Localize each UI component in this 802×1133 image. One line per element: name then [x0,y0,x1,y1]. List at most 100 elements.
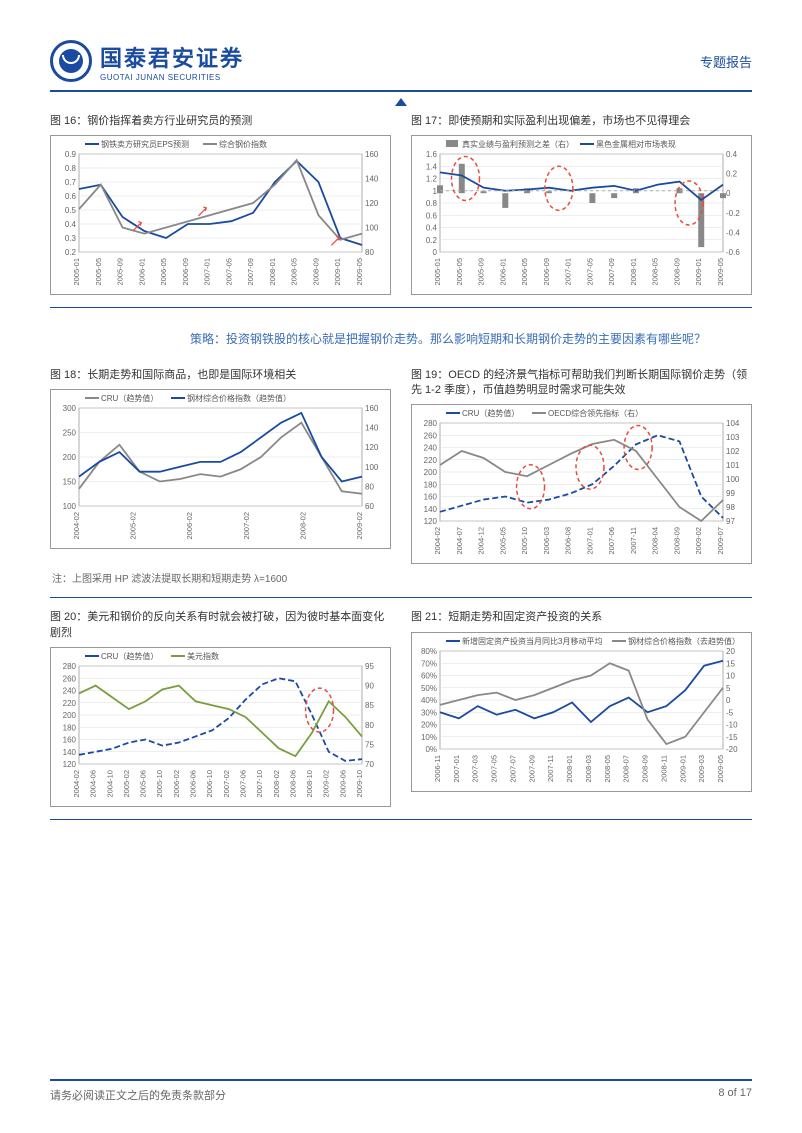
svg-text:0.4: 0.4 [65,220,77,229]
svg-text:2006-10: 2006-10 [205,770,214,798]
svg-text:2007-01: 2007-01 [452,755,461,783]
svg-text:2009-03: 2009-03 [697,755,706,783]
svg-text:2006-02: 2006-02 [185,512,194,540]
svg-text:160: 160 [63,736,77,745]
svg-text:2009-05: 2009-05 [355,258,364,286]
svg-text:40%: 40% [421,696,437,705]
svg-text:-20: -20 [726,745,738,754]
svg-text:2005-05: 2005-05 [455,258,464,286]
svg-text:2007-01: 2007-01 [585,527,594,555]
svg-text:2009-06: 2009-06 [338,770,347,798]
svg-text:0%: 0% [425,745,437,754]
svg-text:2005-01: 2005-01 [72,258,81,286]
svg-text:2009-07: 2009-07 [716,527,725,555]
svg-text:140: 140 [365,424,379,433]
svg-text:2008-10: 2008-10 [305,770,314,798]
svg-text:0.2: 0.2 [65,248,77,257]
svg-text:0: 0 [726,190,731,199]
svg-text:2009-01: 2009-01 [678,755,687,783]
svg-text:280: 280 [63,662,77,671]
svg-text:10%: 10% [421,733,437,742]
svg-text:2004-02: 2004-02 [72,770,81,798]
svg-text:0.8: 0.8 [65,164,77,173]
svg-text:2009-01: 2009-01 [333,258,342,286]
svg-text:2007-01: 2007-01 [564,258,573,286]
svg-text:2009-05: 2009-05 [716,258,725,286]
svg-text:2007-11: 2007-11 [546,755,555,782]
svg-text:2007-11: 2007-11 [629,527,638,554]
triangle-marker [395,98,407,106]
svg-text:2004-02: 2004-02 [72,512,81,540]
page-header: 国泰君安证券 GUOTAI JUNAN SECURITIES 专题报告 [50,40,752,92]
svg-text:100: 100 [726,475,740,484]
svg-text:250: 250 [63,428,77,437]
chart-16: 0.20.30.40.50.60.70.80.98010012014016020… [50,135,391,295]
chart-18: 10015020025030060801001201401602004-0220… [50,389,391,549]
svg-text:95: 95 [365,662,374,671]
svg-text:2007-09: 2007-09 [246,258,255,286]
charts-row-3: 图 20：美元和钢价的反向关系有时就会被打破，因为彼时基本面变化剧烈 12014… [50,610,752,807]
svg-text:0.2: 0.2 [726,170,738,179]
svg-text:0: 0 [726,696,731,705]
svg-text:0: 0 [433,248,438,257]
svg-text:黑色金属相对市场表现: 黑色金属相对市场表现 [596,139,676,149]
svg-text:-5: -5 [726,708,734,717]
svg-text:0.4: 0.4 [426,224,438,233]
svg-text:0.8: 0.8 [426,199,438,208]
svg-text:2008-01: 2008-01 [565,755,574,783]
svg-text:2007-05: 2007-05 [490,755,499,783]
svg-text:97: 97 [726,517,735,526]
svg-text:180: 180 [424,481,438,490]
svg-text:2006-05: 2006-05 [159,258,168,286]
svg-text:2006-09: 2006-09 [181,258,190,286]
svg-text:-0.2: -0.2 [726,209,740,218]
svg-text:15: 15 [726,659,735,668]
svg-text:100: 100 [365,224,379,233]
svg-text:2007-09: 2007-09 [527,755,536,783]
svg-text:1: 1 [433,187,438,196]
svg-text:2005-09: 2005-09 [477,258,486,286]
svg-text:0.6: 0.6 [426,212,438,221]
svg-text:2005-10: 2005-10 [520,527,529,555]
svg-text:20: 20 [726,647,735,656]
svg-text:2008-09: 2008-09 [641,755,650,783]
svg-text:200: 200 [424,468,438,477]
svg-text:260: 260 [63,674,77,683]
svg-text:120: 120 [424,517,438,526]
svg-text:2007-03: 2007-03 [471,755,480,783]
svg-text:240: 240 [424,444,438,453]
svg-text:160: 160 [365,150,379,159]
svg-text:160: 160 [424,493,438,502]
svg-text:140: 140 [424,505,438,514]
svg-text:2008-05: 2008-05 [651,258,660,286]
svg-text:100: 100 [365,463,379,472]
svg-text:60: 60 [365,502,374,511]
svg-text:2006-01: 2006-01 [137,258,146,286]
svg-text:-15: -15 [726,733,738,742]
svg-text:260: 260 [424,432,438,441]
svg-text:2008-02: 2008-02 [272,770,281,798]
svg-text:2005-02: 2005-02 [122,770,131,798]
footer-page: 8 of 17 [718,1087,752,1103]
charts-row-1: 图 16：钢价指挥着卖方行业研究员的预测 0.20.30.40.50.60.70… [50,114,752,295]
svg-text:钢材综合价格指数（去趋势值）: 钢材综合价格指数（去趋势值） [628,636,740,646]
svg-text:2006-09: 2006-09 [542,258,551,286]
svg-text:CRU（趋势值）: CRU（趋势值） [462,408,519,418]
svg-text:0.4: 0.4 [726,150,738,159]
divider [50,819,752,820]
svg-text:220: 220 [424,456,438,465]
chart-17-title: 图 17：即使预期和实际盈利出现偏差，市场也不见得理会 [411,114,752,129]
svg-text:0.7: 0.7 [65,178,77,187]
svg-text:1.2: 1.2 [426,175,438,184]
svg-text:2009-01: 2009-01 [694,258,703,286]
report-type: 专题报告 [700,52,752,71]
svg-text:1.6: 1.6 [426,150,438,159]
svg-text:200: 200 [63,711,77,720]
svg-text:150: 150 [63,477,77,486]
svg-text:0.5: 0.5 [65,206,77,215]
svg-text:10: 10 [726,671,735,680]
svg-text:2008-01: 2008-01 [629,258,638,286]
svg-text:美元指数: 美元指数 [187,651,219,661]
svg-text:2006-03: 2006-03 [542,527,551,555]
svg-text:104: 104 [726,419,740,428]
